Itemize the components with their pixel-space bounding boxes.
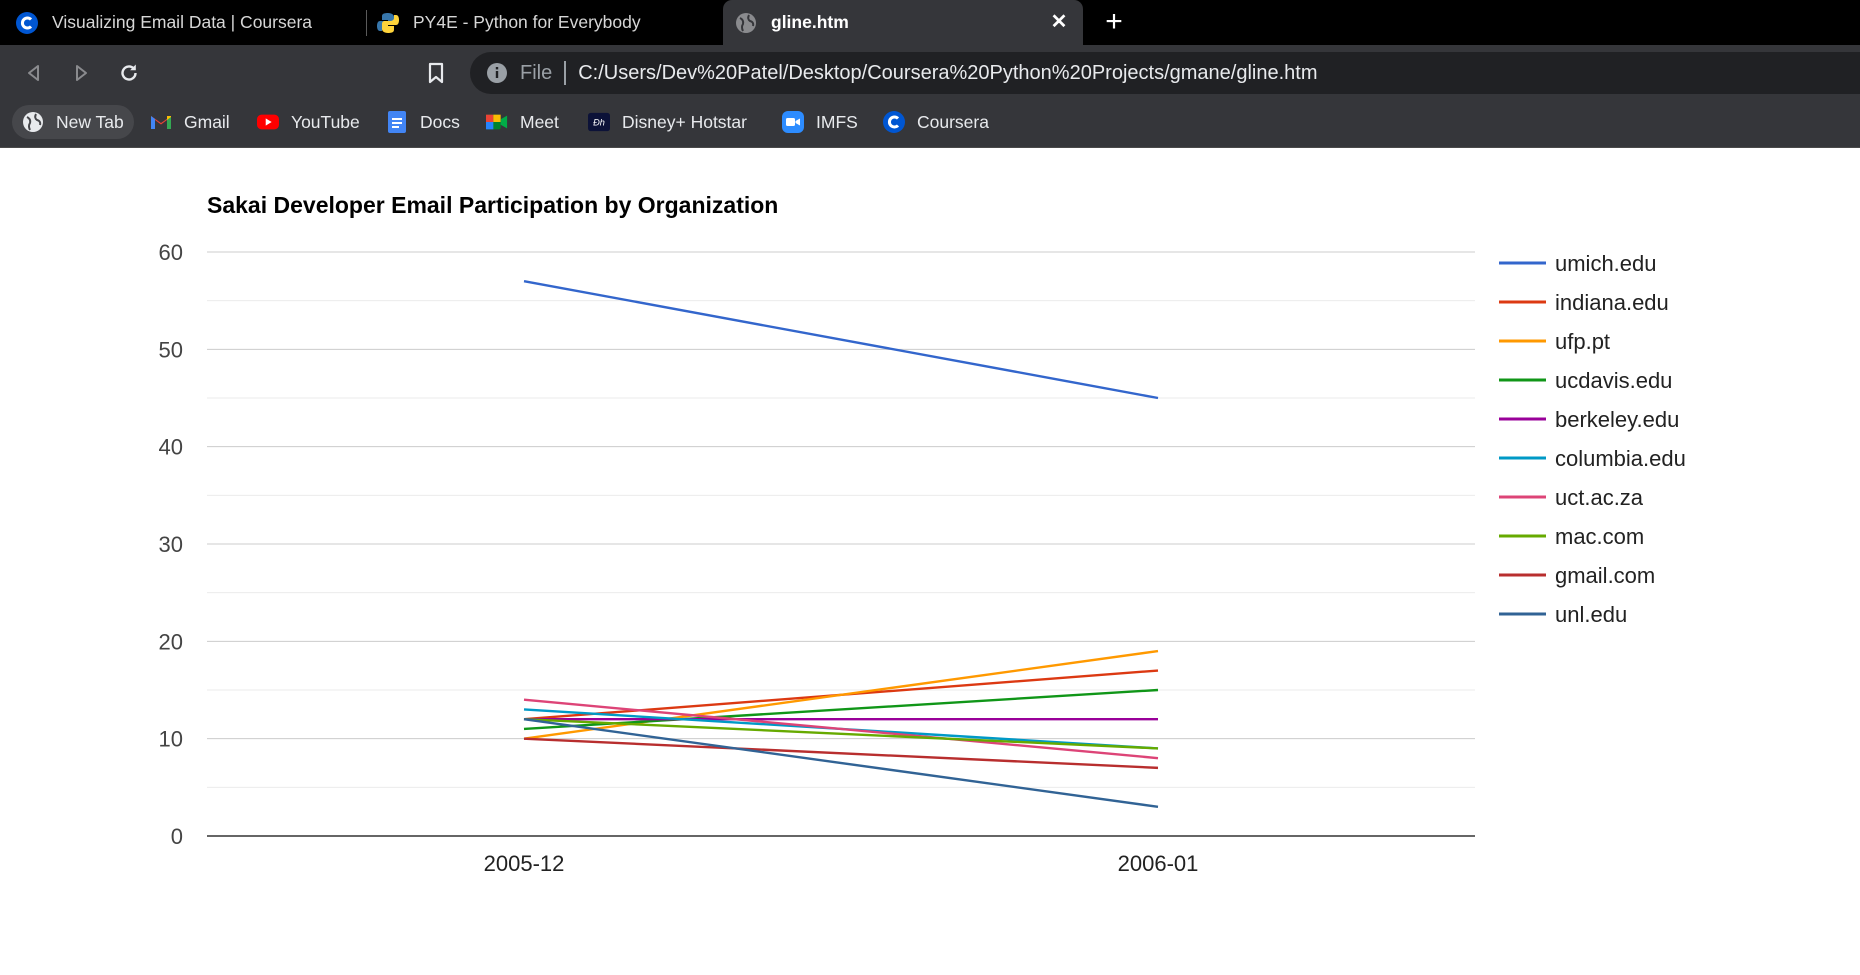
bookmark-label: Gmail (184, 111, 230, 132)
bookmark-label: Disney+ Hotstar (622, 111, 747, 132)
legend-label[interactable]: berkeley.edu (1555, 407, 1679, 432)
meet-icon (486, 111, 508, 133)
y-tick-label: 50 (159, 337, 183, 362)
reload-icon (121, 64, 137, 81)
bookmarks-bar: New Tab Gmail YouTube Docs Meet Ðh Disne… (0, 100, 1860, 148)
svg-text:Ðh: Ðh (593, 118, 605, 128)
y-tick-label: 20 (159, 629, 183, 654)
bookmark-new-tab[interactable]: New Tab (12, 105, 134, 139)
chart-title: Sakai Developer Email Participation by O… (207, 192, 778, 218)
tab-py4e[interactable]: PY4E - Python for Everybody (377, 0, 707, 45)
bookmark-label: New Tab (56, 111, 124, 132)
coursera-icon (16, 11, 38, 34)
y-tick-label: 40 (159, 435, 183, 460)
globe-icon (22, 111, 44, 133)
url-scheme: File (520, 61, 553, 84)
bookmark-label: IMFS (816, 111, 858, 132)
back-arrow-icon (28, 65, 39, 81)
coursera-icon (883, 111, 905, 133)
series-line-umich.edu[interactable] (523, 280, 1159, 400)
reload-button[interactable] (111, 55, 147, 91)
forward-arrow-icon (76, 65, 87, 81)
bookmark-star-button[interactable] (418, 55, 454, 91)
bookmark-gmail[interactable]: Gmail (150, 105, 230, 139)
legend-label[interactable]: umich.edu (1555, 251, 1657, 276)
x-tick-label: 2005-12 (484, 851, 565, 876)
series-line-mac.com[interactable] (523, 718, 1159, 750)
close-icon[interactable]: ✕ (1050, 11, 1068, 33)
bookmark-label: Meet (520, 111, 559, 132)
tab-coursera[interactable]: Visualizing Email Data | Coursera (16, 0, 366, 45)
page-content: Sakai Developer Email Participation by O… (0, 148, 1860, 970)
gmail-icon (150, 111, 172, 133)
tab-title: PY4E - Python for Everybody (413, 12, 641, 32)
youtube-icon (257, 111, 279, 133)
legend-label[interactable]: gmail.com (1555, 563, 1655, 588)
y-axis-ticks: 0 10 20 30 40 50 60 (159, 240, 183, 849)
bookmark-imfs[interactable]: IMFS (782, 105, 858, 139)
bookmark-label: Docs (420, 111, 460, 132)
python-icon (377, 12, 399, 34)
docs-icon (386, 111, 408, 133)
globe-icon (735, 12, 757, 34)
zoom-icon (782, 111, 804, 133)
y-tick-label: 10 (159, 727, 183, 752)
legend-label[interactable]: indiana.edu (1555, 290, 1669, 315)
back-button[interactable] (16, 55, 52, 91)
hotstar-icon: Ðh (588, 111, 610, 133)
tab-title: gline.htm (771, 12, 849, 32)
forward-button[interactable] (63, 55, 99, 91)
bookmark-youtube[interactable]: YouTube (257, 105, 360, 139)
url-text[interactable]: C:/Users/Dev%20Patel/Desktop/Coursera%20… (578, 61, 1318, 84)
tab-gline[interactable]: gline.htm ✕ (723, 0, 1083, 45)
legend-label[interactable]: mac.com (1555, 524, 1644, 549)
bookmark-hotstar[interactable]: Ðh Disney+ Hotstar (588, 105, 747, 139)
legend-label[interactable]: unl.edu (1555, 602, 1627, 627)
bookmark-label: YouTube (291, 111, 360, 132)
series-line-unl.edu[interactable] (523, 718, 1159, 808)
bookmark-coursera[interactable]: Coursera (883, 105, 989, 139)
url-divider (564, 61, 567, 85)
series-line-ucdavis.edu[interactable] (523, 688, 1159, 731)
new-tab-button[interactable]: + (1105, 5, 1123, 38)
legend-label[interactable]: ucdavis.edu (1555, 368, 1672, 393)
series-lines (523, 280, 1159, 808)
bookmark-label: Coursera (917, 111, 989, 132)
tab-strip: Visualizing Email Data | Coursera PY4E -… (0, 0, 1860, 45)
bookmark-docs[interactable]: Docs (386, 105, 460, 139)
address-bar[interactable]: File C:/Users/Dev%20Patel/Desktop/Course… (470, 52, 1860, 94)
legend-label[interactable]: uct.ac.za (1555, 485, 1644, 510)
bookmark-meet[interactable]: Meet (486, 105, 559, 139)
chart-legend: umich.edu indiana.edu ufp.pt ucdavis.edu ber… (1499, 251, 1686, 627)
tab-divider (366, 10, 367, 36)
legend-label[interactable]: ufp.pt (1555, 329, 1610, 354)
bookmark-icon (428, 62, 444, 84)
y-tick-label: 30 (159, 532, 183, 557)
series-line-uct.ac.za[interactable] (523, 698, 1159, 760)
y-tick-label: 0 (171, 824, 183, 849)
toolbar: File C:/Users/Dev%20Patel/Desktop/Course… (0, 45, 1860, 100)
tab-title: Visualizing Email Data | Coursera (52, 12, 313, 32)
x-tick-label: 2006-01 (1118, 851, 1199, 876)
legend-label[interactable]: columbia.edu (1555, 446, 1686, 471)
gridlines (207, 251, 1475, 837)
y-tick-label: 60 (159, 240, 183, 265)
info-icon[interactable] (486, 62, 508, 84)
series-line-gmail.com[interactable] (523, 737, 1159, 770)
line-chart: Sakai Developer Email Participation by O… (159, 192, 1686, 876)
x-axis-ticks: 2005-12 2006-01 (484, 851, 1199, 876)
